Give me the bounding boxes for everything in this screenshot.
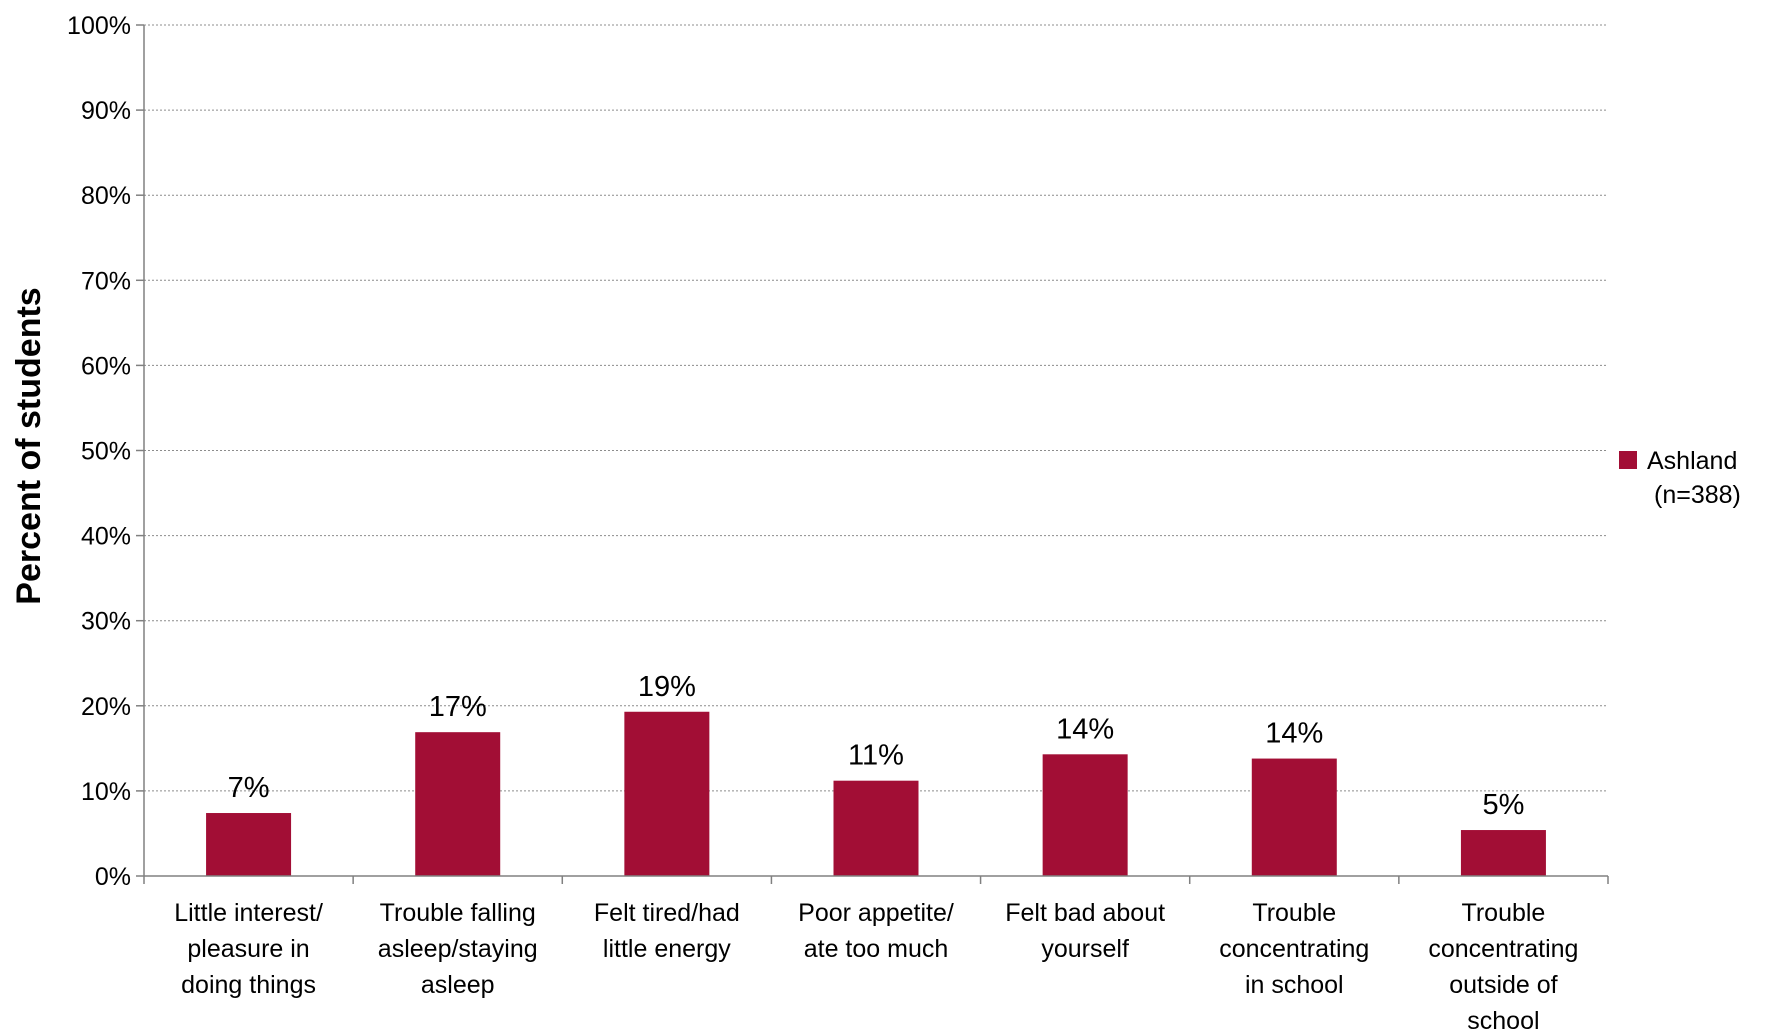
gridlines [144, 24, 1608, 792]
category-label: Trouble concentrating outside of school [1428, 899, 1578, 1031]
y-axis-ticks: 0% 10% 20% 30% 40% 50% 60% 70% 80% 90% 100% [67, 12, 145, 891]
y-tick-label: 30% [81, 608, 131, 636]
bar [1460, 830, 1546, 876]
y-tick-label: 80% [81, 182, 131, 210]
bar [1251, 758, 1337, 876]
category-label: Poor appetite/ate too much [798, 899, 954, 963]
y-tick-label: 0% [95, 863, 131, 891]
y-axis-label: Percent of students [10, 287, 48, 604]
data-label: 17% [429, 691, 487, 723]
bar [206, 813, 292, 876]
y-tick-label: 20% [81, 693, 131, 721]
y-tick-label: 100% [67, 12, 131, 40]
bar [624, 711, 710, 876]
y-tick-label: 60% [81, 352, 131, 380]
data-label: 14% [1056, 713, 1114, 745]
bar [415, 732, 501, 876]
bars [206, 711, 1546, 876]
category-labels: Little interest/pleasure in doing things T… [174, 899, 1578, 1031]
data-label: 5% [1482, 789, 1524, 821]
y-tick-label: 50% [81, 438, 131, 466]
data-label: 14% [1265, 718, 1323, 750]
category-label: Felt bad about yourself [1005, 899, 1165, 963]
x-axis [143, 875, 1609, 884]
data-labels: 7% 17% 19% 11% 14% 14% 5% [228, 671, 1525, 821]
y-tick-label: 40% [81, 523, 131, 551]
legend: Ashland (n=388) [1619, 447, 1741, 509]
category-label: Trouble concentrating in school [1219, 899, 1369, 999]
category-label: Little interest/pleasure in doing things [174, 899, 323, 999]
data-label: 7% [228, 772, 270, 804]
legend-label: Ashland (n=388) [1647, 447, 1741, 509]
category-label: Trouble falling asleep/staying asleep [378, 899, 538, 999]
category-label: Felt tired/had little energy [594, 899, 740, 963]
data-label: 19% [638, 671, 696, 703]
y-tick-label: 70% [81, 267, 131, 295]
bar [833, 780, 919, 876]
legend-swatch [1619, 451, 1637, 469]
bar [1042, 754, 1128, 876]
y-tick-label: 10% [81, 778, 131, 806]
y-tick-label: 90% [81, 97, 131, 125]
data-label: 11% [848, 740, 904, 772]
